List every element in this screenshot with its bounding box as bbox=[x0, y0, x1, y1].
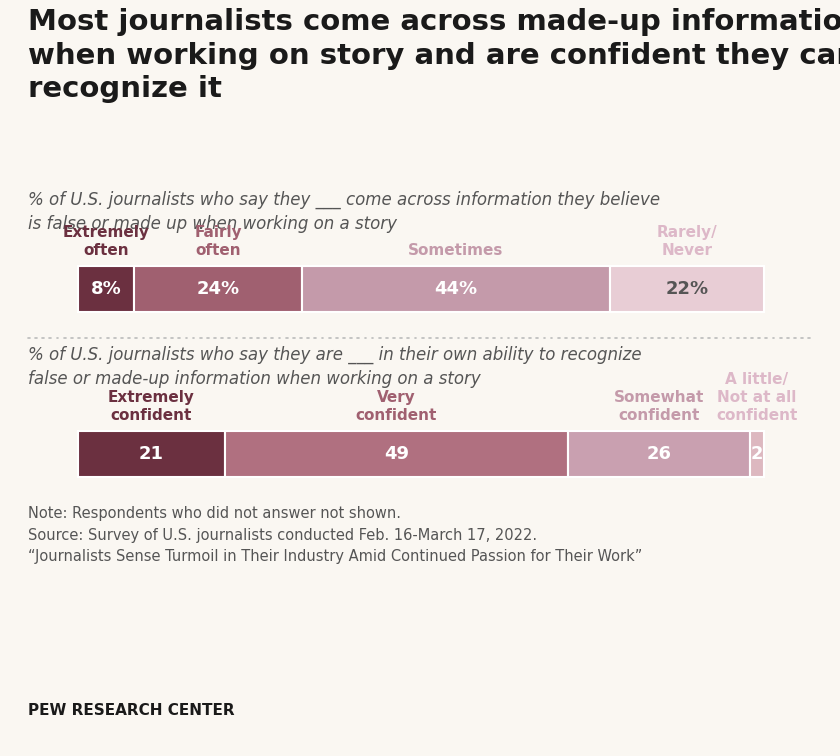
Text: Extremely
confident: Extremely confident bbox=[108, 390, 195, 423]
Text: Note: Respondents who did not answer not shown.
Source: Survey of U.S. journalis: Note: Respondents who did not answer not… bbox=[28, 506, 643, 564]
Text: Somewhat
confident: Somewhat confident bbox=[614, 390, 704, 423]
Text: Fairly
often: Fairly often bbox=[194, 225, 242, 258]
Text: 24%: 24% bbox=[197, 280, 239, 298]
Text: Rarely/
Never: Rarely/ Never bbox=[657, 225, 717, 258]
Text: Sometimes: Sometimes bbox=[408, 243, 504, 258]
Text: 26: 26 bbox=[647, 445, 671, 463]
Text: Most journalists come across made-up information
when working on story and are c: Most journalists come across made-up inf… bbox=[28, 8, 840, 103]
Bar bbox=[78, 431, 225, 477]
Text: Very
confident: Very confident bbox=[356, 390, 437, 423]
Text: 49: 49 bbox=[384, 445, 409, 463]
Text: 44%: 44% bbox=[434, 280, 478, 298]
Text: PEW RESEARCH CENTER: PEW RESEARCH CENTER bbox=[28, 703, 234, 718]
Text: 2: 2 bbox=[751, 445, 764, 463]
Bar bbox=[134, 266, 302, 312]
Bar bbox=[225, 431, 568, 477]
Text: % of U.S. journalists who say they are ___ in their own ability to recognize
fal: % of U.S. journalists who say they are _… bbox=[28, 346, 642, 388]
Text: 21: 21 bbox=[139, 445, 164, 463]
Bar bbox=[302, 266, 610, 312]
Bar bbox=[78, 266, 134, 312]
Text: % of U.S. journalists who say they ___ come across information they believe
is f: % of U.S. journalists who say they ___ c… bbox=[28, 191, 660, 233]
Bar bbox=[750, 431, 764, 477]
Bar bbox=[568, 431, 750, 477]
Text: Extremely
often: Extremely often bbox=[62, 225, 150, 258]
Bar bbox=[610, 266, 764, 312]
Text: A little/
Not at all
confident: A little/ Not at all confident bbox=[717, 372, 798, 423]
Text: 22%: 22% bbox=[665, 280, 709, 298]
Text: 8%: 8% bbox=[91, 280, 121, 298]
